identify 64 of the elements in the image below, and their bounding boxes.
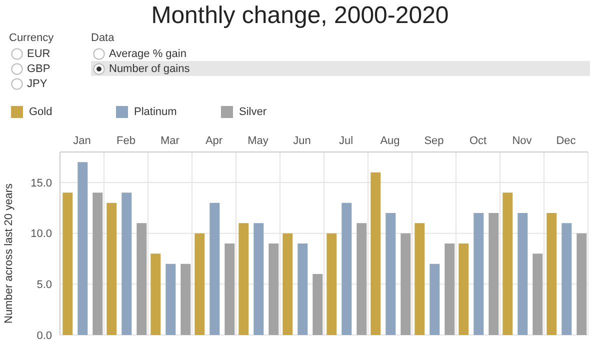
bar [106,202,117,335]
x-tick-label: Feb [116,135,136,147]
text: Average % gain [108,46,188,61]
bar [312,274,323,335]
x-tick-label: Apr [205,135,223,147]
bar [238,223,249,335]
bar [386,213,396,335]
bar [474,213,484,335]
bar [342,202,352,335]
y-tick-label: 15.0 [30,177,52,190]
bar [254,223,264,335]
bar [194,233,205,335]
x-tick-label: Aug [380,135,400,147]
x-tick-label: Mar [160,135,180,147]
text: GBP [26,62,52,76]
bar [78,162,88,335]
bar [180,264,191,335]
chart-title: Monthly change, 2000-2020 [150,1,450,31]
bar [122,192,132,335]
bar [326,233,337,335]
bar [400,233,411,335]
x-tick-label: Jan [73,135,91,147]
x-tick-label: Sep [424,135,444,147]
bar [532,254,543,335]
y-axis-title: Number across last 20 years [2,183,15,324]
y-tick-label: 10.0 [30,228,52,240]
legend-label: Platinum [133,106,178,118]
text: Currency [9,32,55,46]
bar [370,172,381,335]
text: JPY [26,76,48,91]
bar [576,233,587,335]
bar [268,244,279,335]
legend-label: Silver [238,106,268,118]
legend-label: Gold [28,106,54,118]
bar [562,223,572,335]
bar [224,244,235,335]
bar [62,192,73,335]
bar [136,223,147,335]
x-tick-label: May [248,135,269,147]
bar [518,213,528,335]
bar [282,233,293,335]
bar [356,223,367,335]
bar [458,244,469,335]
x-tick-label: Dec [556,135,576,147]
text: EUR [26,46,52,61]
bar [166,264,176,335]
x-tick-label: Oct [469,135,487,147]
bar [430,264,440,335]
bar [444,244,455,335]
x-tick-label: Jun [293,135,311,147]
bar [546,213,557,335]
x-tick-label: Nov [512,135,532,147]
bar [298,244,308,335]
x-tick-label: Jul [338,135,354,147]
bar [488,213,499,335]
text: Data [91,32,116,46]
y-tick-label: 5.0 [36,279,52,292]
y-tick-label: 0.0 [36,330,52,342]
bar [150,254,161,335]
text: Number of gains [91,61,590,76]
bar [92,192,103,335]
bar [210,202,220,335]
bar [414,223,425,335]
bar [502,192,513,335]
